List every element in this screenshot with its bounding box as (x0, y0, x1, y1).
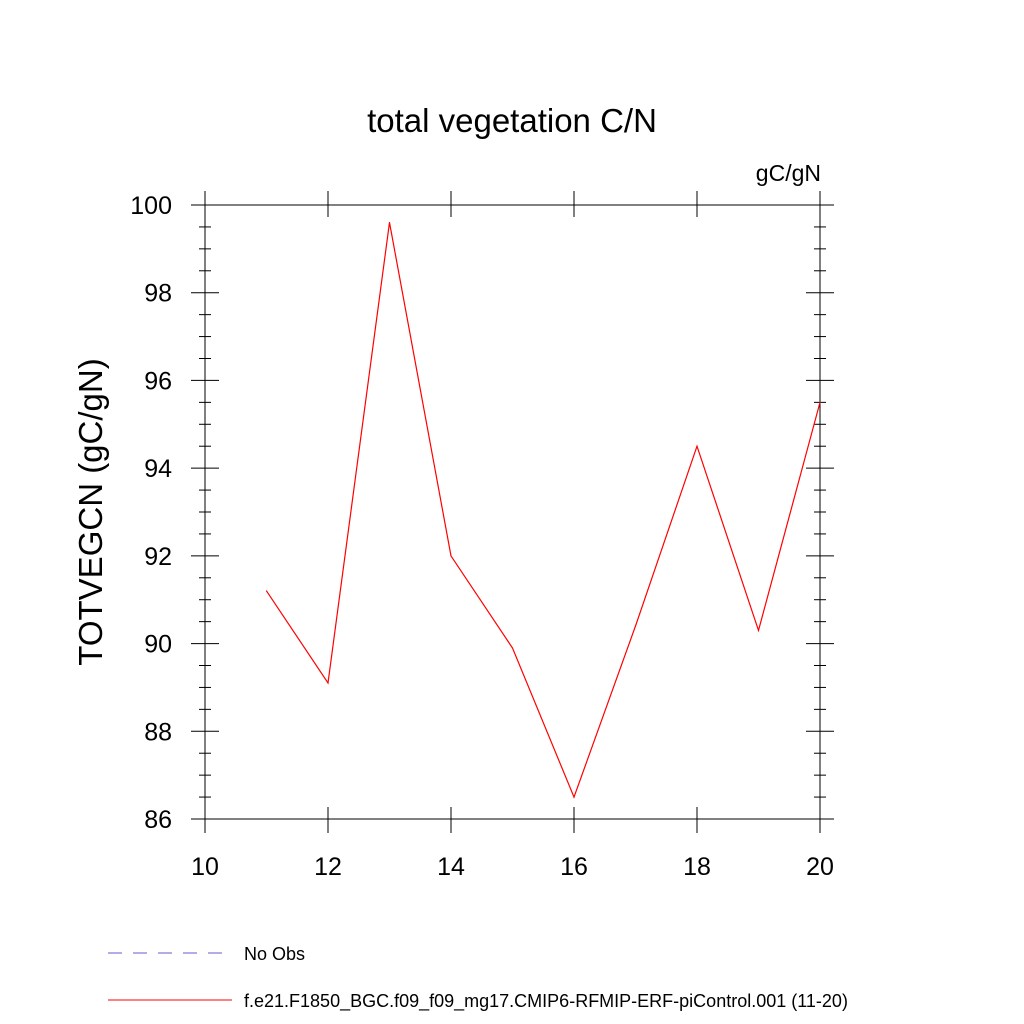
x-tick-label: 16 (560, 853, 588, 881)
data-point (757, 629, 760, 632)
data-point (265, 590, 268, 592)
y-tick-label: 90 (144, 631, 172, 659)
legend-label: f.e21.F1850_BGC.f09_f09_mg17.CMIP6-RFMIP… (244, 991, 848, 1012)
x-tick-label: 14 (437, 853, 465, 881)
y-tick-label: 86 (144, 806, 172, 834)
data-point (819, 401, 821, 403)
data-point (388, 221, 391, 224)
y-tick-label: 98 (144, 280, 172, 308)
x-tick-label: 20 (806, 853, 834, 881)
series-layer (265, 221, 821, 799)
y-tick-label: 88 (144, 718, 172, 746)
axis-ticks: 10 12 14 16 18 20 86 88 90 92 94 96 98 100 (130, 191, 834, 881)
y-tick-label: 96 (144, 367, 172, 395)
plot-frame (204, 204, 821, 820)
x-tick-label: 10 (191, 853, 219, 881)
y-axis-label: TOTVEGCN (gC/gN) (72, 358, 109, 665)
legend-label: No Obs (244, 944, 305, 964)
y-tick-label: 92 (144, 543, 172, 571)
legend: No Obs f.e21.F1850_BGC.f09_f09_mg17.CMIP6… (108, 944, 848, 1012)
data-point (573, 796, 575, 798)
chart-title: total vegetation C/N (367, 102, 657, 139)
units-label: gC/gN (756, 160, 821, 186)
x-tick-label: 12 (314, 853, 342, 881)
data-point (511, 647, 514, 649)
x-tick-label: 18 (683, 853, 711, 881)
y-tick-label: 100 (130, 192, 172, 220)
data-point (634, 625, 637, 627)
data-point (450, 555, 452, 557)
y-tick-label: 94 (144, 455, 172, 483)
data-point (696, 445, 698, 447)
data-point (327, 682, 329, 684)
series-line (266, 222, 821, 799)
